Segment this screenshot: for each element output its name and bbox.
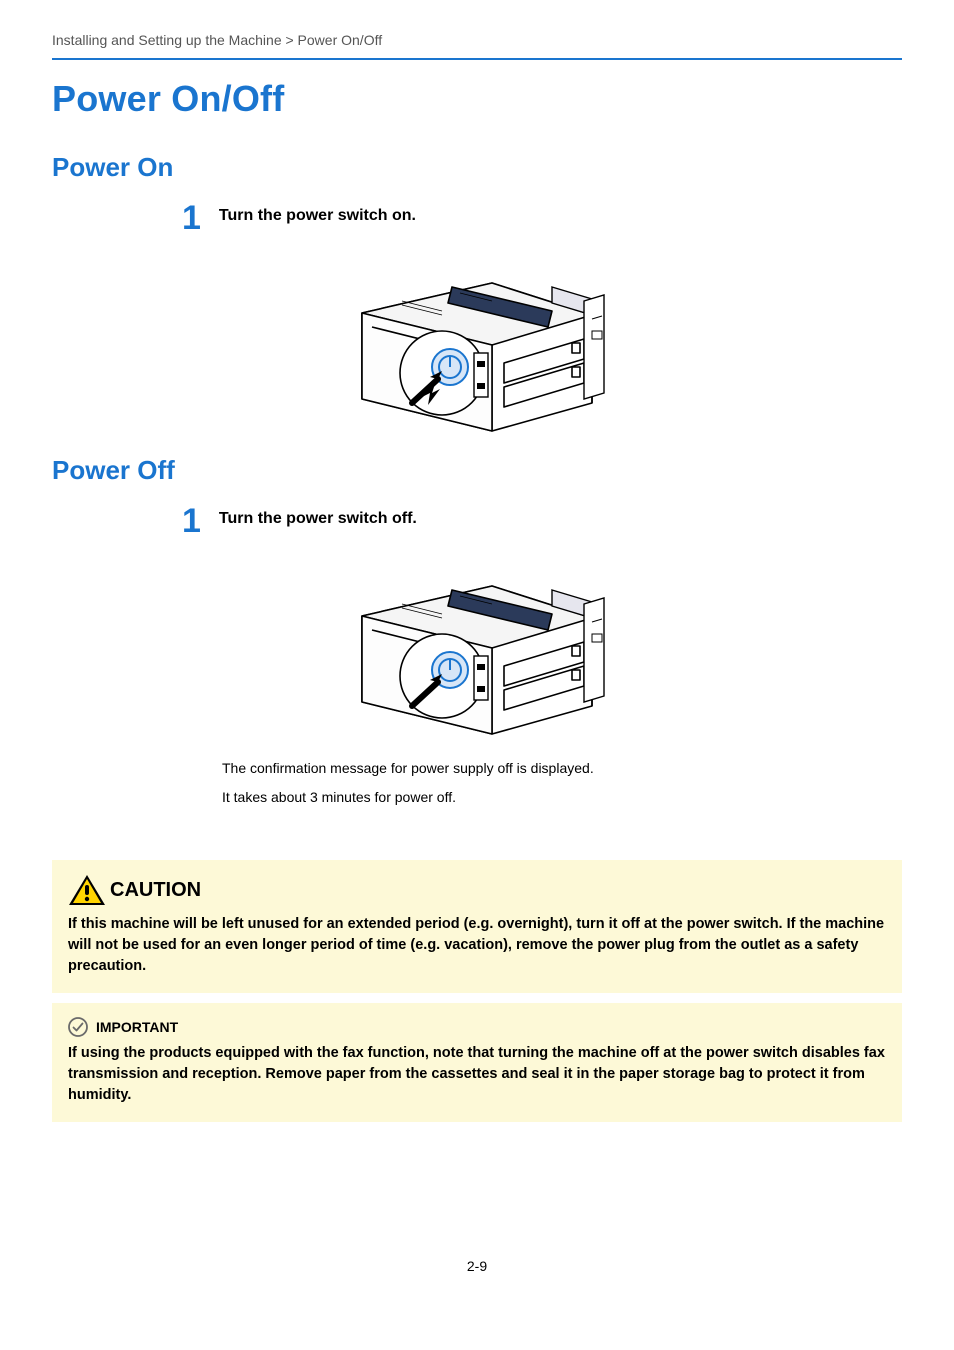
power-on-step: 1 Turn the power switch on.	[182, 201, 902, 235]
caution-header: CAUTION	[68, 874, 886, 906]
step-number: 1	[182, 201, 201, 235]
caution-triangle-icon	[68, 874, 106, 906]
divider	[52, 58, 902, 60]
power-on-heading: Power On	[52, 152, 902, 183]
caution-box: CAUTION If this machine will be left unu…	[52, 860, 902, 993]
breadcrumb: Installing and Setting up the Machine > …	[52, 32, 902, 58]
printer-power-off-icon	[342, 546, 612, 736]
caution-label: CAUTION	[110, 879, 201, 902]
printer-power-on-icon	[342, 243, 612, 433]
important-header: IMPORTANT	[68, 1017, 886, 1037]
caution-text: If this machine will be left unused for …	[68, 914, 886, 977]
power-off-step: 1 Turn the power switch off.	[182, 504, 902, 538]
power-on-illustration	[52, 243, 902, 433]
page-number: 2-9	[0, 1258, 954, 1274]
important-label: IMPORTANT	[96, 1019, 178, 1035]
power-off-heading: Power Off	[52, 455, 902, 486]
check-circle-icon	[68, 1017, 88, 1037]
step-title: Turn the power switch on.	[219, 201, 416, 225]
power-off-illustration	[52, 546, 902, 736]
step-number: 1	[182, 504, 201, 538]
power-off-note-1: The confirmation message for power suppl…	[222, 758, 902, 779]
important-text: If using the products equipped with the …	[68, 1043, 886, 1106]
page-title: Power On/Off	[52, 78, 902, 120]
step-title: Turn the power switch off.	[219, 504, 417, 528]
power-off-note-2: It takes about 3 minutes for power off.	[222, 787, 902, 808]
important-box: IMPORTANT If using the products equipped…	[52, 1003, 902, 1122]
page: Installing and Setting up the Machine > …	[0, 0, 954, 1350]
